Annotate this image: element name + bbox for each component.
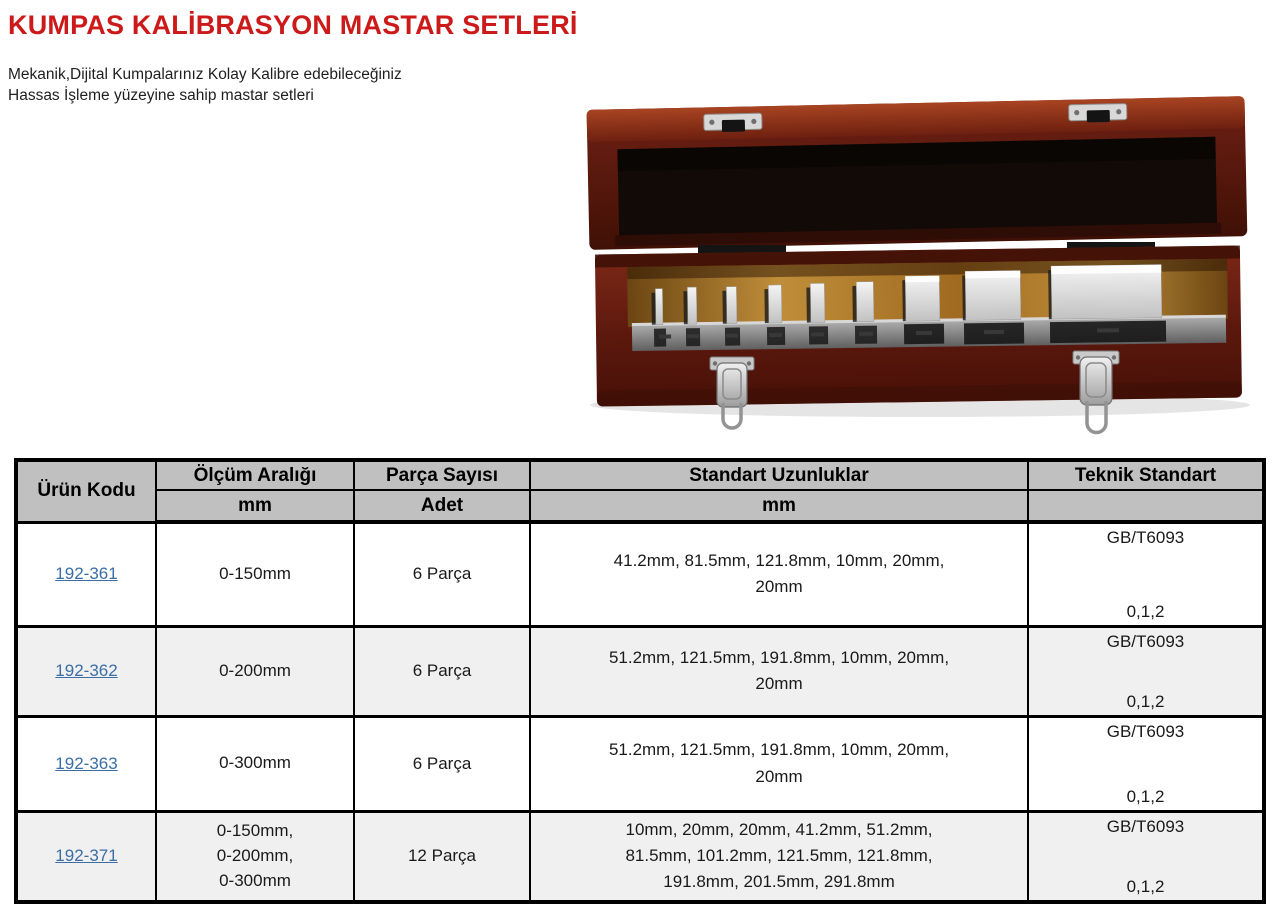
hinge-icon: [703, 112, 763, 133]
table-row: 192-371 0-150mm, 0-200mm, 0-300mm 12 Par…: [15, 809, 1265, 903]
product-table: Ürün Kodu Ölçüm Aralığı Parça Sayısı Sta…: [14, 458, 1266, 904]
page-title: KUMPAS KALİBRASYON MASTAR SETLERİ: [8, 10, 578, 40]
measure-range-cell: 0-300mm: [155, 714, 355, 812]
description-line-1: Mekanik,Dijital Kumpalarınız Kolay Kalib…: [8, 66, 402, 83]
header-standard-lengths: Standart Uzunluklar: [529, 459, 1029, 491]
product-code-cell: 192-362: [15, 624, 157, 717]
gauge-blocks: [651, 264, 1167, 347]
piece-count-cell: 6 Parça: [353, 520, 531, 627]
piece-count-cell: 12 Parça: [353, 809, 531, 903]
standard-lengths-cell: 51.2mm, 121.5mm, 191.8mm, 10mm, 20mm, 20…: [529, 624, 1029, 717]
product-code-cell: 192-363: [15, 714, 157, 812]
standard-lengths-cell: 10mm, 20mm, 20mm, 41.2mm, 51.2mm, 81.5mm…: [529, 809, 1029, 903]
header-product-code: Ürün Kodu: [15, 459, 157, 523]
latch-icon: [1072, 350, 1120, 435]
case-lid: [586, 96, 1248, 250]
case-base: [594, 245, 1242, 407]
technical-standard-cell: GB/T6093 0,1,2: [1027, 809, 1265, 903]
table-header: Ürün Kodu Ölçüm Aralığı Parça Sayısı Sta…: [15, 459, 1265, 524]
standard-name: GB/T6093: [1106, 631, 1185, 651]
page-description: Mekanik,Dijital Kumpalarınız Kolay Kalib…: [8, 64, 402, 106]
piece-count-cell: 6 Parça: [353, 714, 531, 812]
header-technical-standard-sub: [1027, 489, 1265, 524]
standard-name: GB/T6093: [1106, 721, 1185, 741]
technical-standard-cell: GB/T6093 0,1,2: [1027, 714, 1265, 812]
table-row: 192-361 0-150mm 6 Parça 41.2mm, 81.5mm, …: [15, 520, 1265, 627]
product-code-link[interactable]: 192-362: [55, 661, 118, 680]
gauge-block-case-illustration: [586, 96, 1250, 435]
standard-lengths-cell: 51.2mm, 121.5mm, 191.8mm, 10mm, 20mm, 20…: [529, 714, 1029, 812]
product-code-link[interactable]: 192-371: [55, 846, 118, 866]
product-code-link[interactable]: 192-363: [55, 753, 118, 773]
header-standard-lengths-unit: mm: [529, 489, 1029, 524]
header-piece-count-unit: Adet: [353, 489, 531, 524]
hinge-bar: [698, 245, 786, 256]
table-row: 192-362 0-200mm 6 Parça 51.2mm, 121.5mm,…: [15, 624, 1265, 717]
technical-standard-cell: GB/T6093 0,1,2: [1027, 520, 1265, 627]
standard-grades: 0,1,2: [1126, 601, 1165, 621]
product-photo: [570, 85, 1265, 450]
standard-name: GB/T6093: [1106, 528, 1185, 547]
measure-range-cell: 0-150mm, 0-200mm, 0-300mm: [155, 809, 355, 903]
table-row: 192-363 0-300mm 6 Parça 51.2mm, 121.5mm,…: [15, 714, 1265, 812]
standard-grades: 0,1,2: [1126, 691, 1165, 711]
standard-lengths-cell: 41.2mm, 81.5mm, 121.8mm, 10mm, 20mm, 20m…: [529, 520, 1029, 627]
header-piece-count: Parça Sayısı: [353, 459, 531, 491]
standard-name: GB/T6093: [1106, 816, 1185, 836]
product-code-cell: 192-361: [15, 520, 157, 627]
description-line-2: Hassas İşleme yüzeyine sahip mastar setl…: [8, 87, 314, 104]
measure-range-cell: 0-200mm: [155, 624, 355, 717]
product-code-cell: 192-371: [15, 809, 157, 903]
latch-icon: [709, 356, 755, 430]
standard-grades: 0,1,2: [1126, 877, 1165, 896]
product-code-link[interactable]: 192-361: [55, 564, 118, 583]
piece-count-cell: 6 Parça: [353, 624, 531, 717]
header-measure-range: Ölçüm Aralığı: [155, 459, 355, 491]
hinge-icon: [1068, 103, 1128, 123]
technical-standard-cell: GB/T6093 0,1,2: [1027, 624, 1265, 717]
header-technical-standard: Teknik Standart: [1027, 459, 1265, 491]
table-body: 192-361 0-150mm 6 Parça 41.2mm, 81.5mm, …: [15, 520, 1265, 903]
header-measure-range-unit: mm: [155, 489, 355, 524]
standard-grades: 0,1,2: [1126, 786, 1165, 806]
measure-range-cell: 0-150mm: [155, 520, 355, 627]
